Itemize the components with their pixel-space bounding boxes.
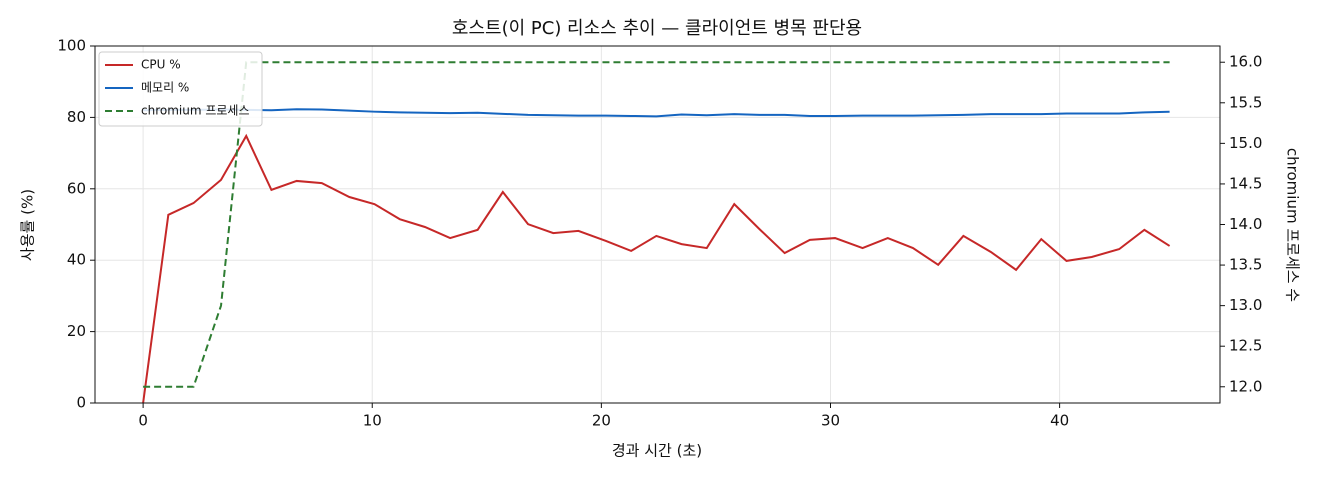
- legend-label: CPU %: [141, 58, 181, 72]
- y2-tick-label: 15.0: [1229, 134, 1262, 152]
- x-tick-label: 30: [821, 412, 840, 430]
- data-line: [143, 108, 1170, 118]
- y-tick-label: 40: [67, 251, 86, 269]
- data-line: [143, 61, 1170, 388]
- legend-label: chromium 프로세스: [141, 104, 250, 118]
- chart-title: 호스트(이 PC) 리소스 추이 — 클라이언트 병목 판단용: [452, 18, 862, 39]
- y2-tick-label: 12.5: [1229, 337, 1262, 355]
- y-tick-label: 100: [57, 37, 86, 55]
- y2-tick-label: 14.0: [1229, 215, 1262, 233]
- y-tick-label: 80: [67, 108, 86, 126]
- y2-tick-label: 13.0: [1229, 296, 1262, 314]
- y2-tick-label: 12.0: [1229, 377, 1262, 395]
- x-tick-label: 0: [138, 412, 148, 430]
- data-line: [142, 133, 1171, 404]
- y-tick-label: 0: [76, 394, 86, 412]
- x-tick-label: 20: [592, 412, 611, 430]
- x-axis-label: 경과 시간 (초): [612, 442, 702, 460]
- y2-axis-label: chromium 프로세스 수: [1284, 148, 1302, 302]
- y2-tick-label: 14.5: [1229, 174, 1262, 192]
- y2-tick-label: 16.0: [1229, 53, 1262, 71]
- y-tick-label: 60: [67, 179, 86, 197]
- legend-box: [98, 51, 263, 127]
- x-tick-label: 40: [1050, 412, 1069, 430]
- x-tick-label: 10: [363, 412, 382, 430]
- plot-frame: [94, 45, 1221, 404]
- y-axis-label: 사용률 (%): [19, 189, 37, 261]
- legend: CPU % 메모리 % chromium 프로세스: [98, 51, 263, 127]
- y2-tick-label: 15.5: [1229, 93, 1262, 111]
- y2-tick-label: 13.5: [1229, 256, 1262, 274]
- legend-label: 메모리 %: [141, 81, 189, 95]
- y-tick-label: 20: [67, 322, 86, 340]
